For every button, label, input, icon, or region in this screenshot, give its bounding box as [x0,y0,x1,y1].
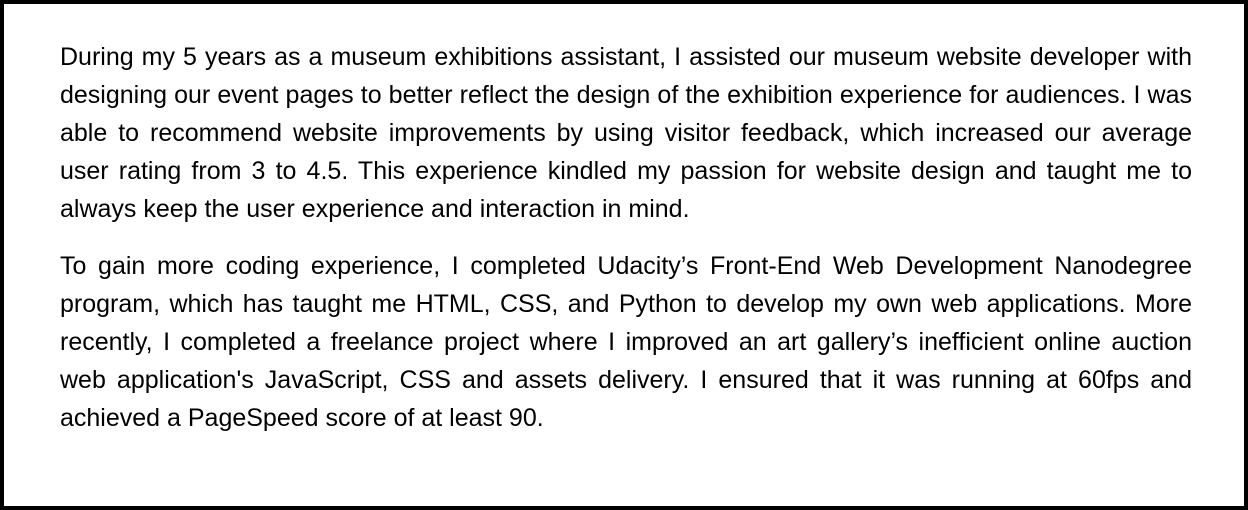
document-body: During my 5 years as a museum exhibition… [60,38,1192,437]
paragraph-coding-experience: To gain more coding experience, I comple… [60,252,1192,432]
paragraph-museum-experience: During my 5 years as a museum exhibition… [60,43,1192,223]
